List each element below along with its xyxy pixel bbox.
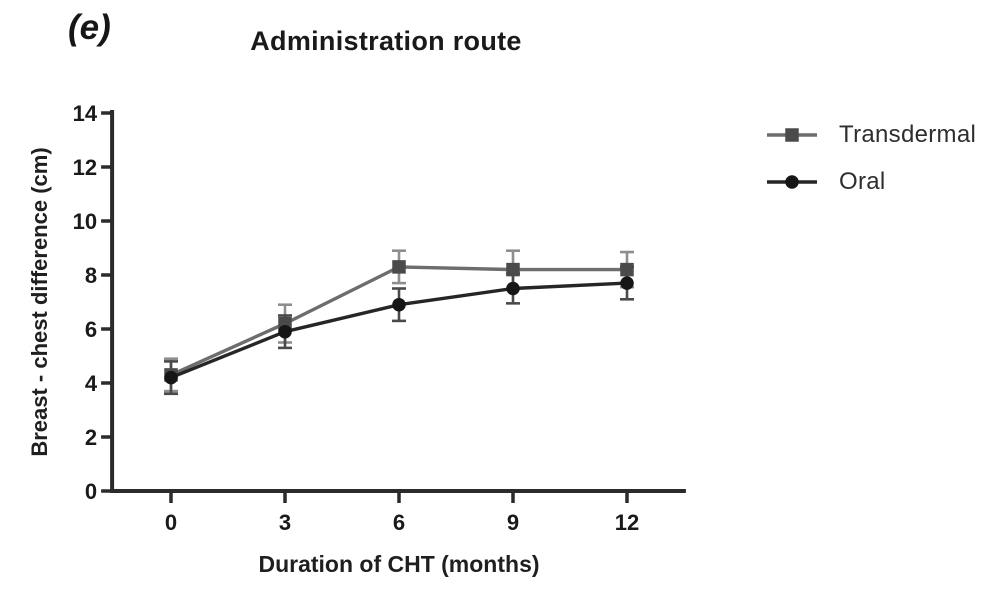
- legend-oral-circle-marker-icon: [767, 175, 817, 189]
- series-oral-marker-circle: [278, 324, 292, 339]
- y-tick-label: 14: [73, 101, 98, 126]
- panel-label: (e): [68, 8, 111, 47]
- y-tick-label: 4: [85, 371, 98, 396]
- x-tick-label: 3: [279, 510, 291, 535]
- series-oral-marker-circle: [506, 281, 520, 296]
- y-tick-label: 0: [85, 479, 97, 504]
- series-transdermal-marker-square: [392, 260, 406, 274]
- legend-item-transdermal: Transdermal: [766, 118, 976, 152]
- series-oral-marker-circle: [392, 297, 406, 312]
- x-tick-label: 9: [507, 510, 519, 535]
- y-tick-label: 6: [85, 317, 97, 342]
- y-tick-label: 8: [85, 263, 97, 288]
- legend-item-oral: Oral: [766, 165, 976, 199]
- legend-label-transdermal: Transdermal: [839, 121, 977, 148]
- legend-label-oral: Oral: [839, 168, 886, 195]
- x-tick-label: 12: [615, 510, 639, 535]
- legend: Transdermal Oral: [766, 118, 976, 212]
- x-tick-label: 0: [165, 510, 177, 535]
- x-tick-label: 6: [393, 510, 405, 535]
- series-oral-marker-circle: [620, 276, 634, 290]
- y-tick-label: 10: [73, 209, 97, 234]
- y-tick-label: 12: [73, 155, 97, 180]
- legend-transdermal-square-marker-icon: [767, 128, 817, 142]
- chart-title: Administration route: [250, 26, 522, 56]
- series-oral-marker-circle: [164, 370, 178, 385]
- x-axis-label: Duration of CHT (months): [258, 551, 540, 577]
- y-tick-label: 2: [85, 425, 97, 450]
